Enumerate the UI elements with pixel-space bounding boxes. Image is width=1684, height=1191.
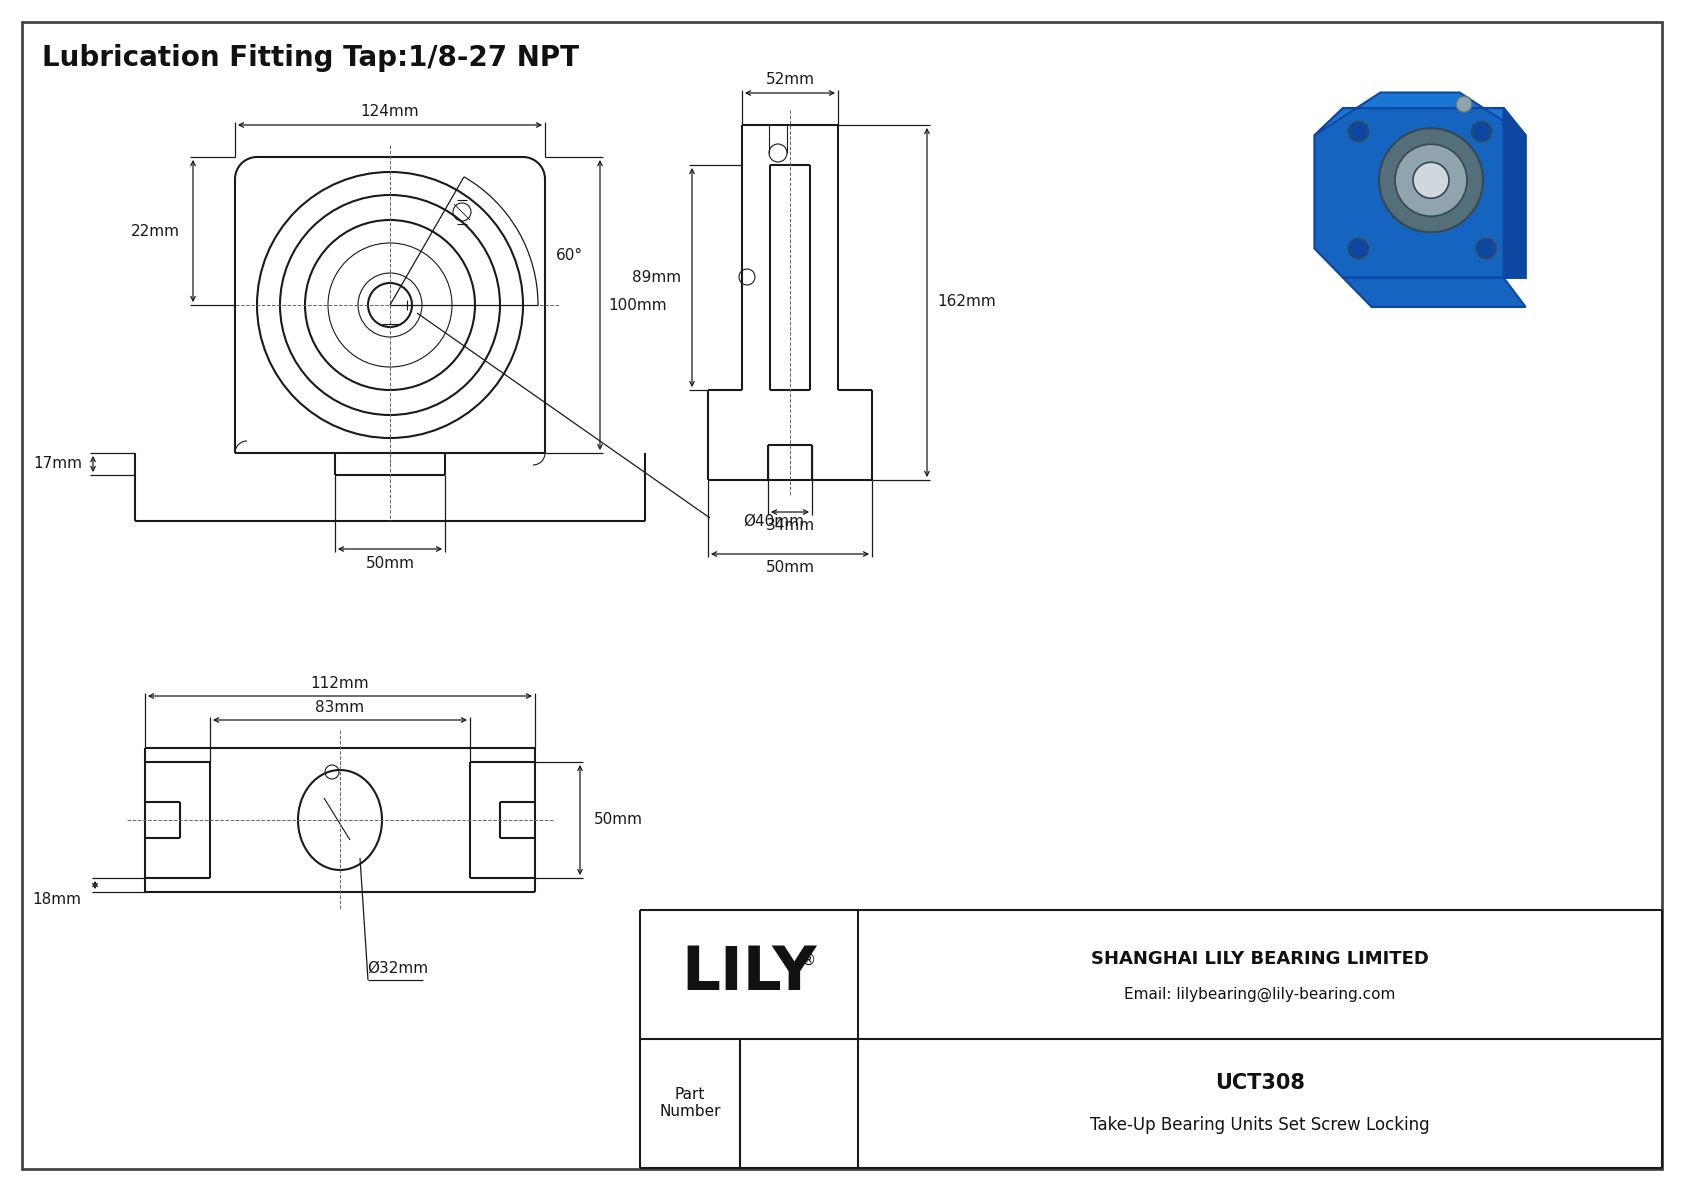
Circle shape <box>1394 144 1467 217</box>
Polygon shape <box>1504 108 1526 278</box>
Text: 18mm: 18mm <box>32 892 81 908</box>
Text: 60°: 60° <box>556 248 583 262</box>
Text: Take-Up Bearing Units Set Screw Locking: Take-Up Bearing Units Set Screw Locking <box>1090 1116 1430 1134</box>
Polygon shape <box>1315 108 1526 278</box>
Text: Part
Number: Part Number <box>658 1087 721 1120</box>
Text: 124mm: 124mm <box>360 105 419 119</box>
Text: SHANGHAI LILY BEARING LIMITED: SHANGHAI LILY BEARING LIMITED <box>1091 950 1430 968</box>
Circle shape <box>1457 96 1472 112</box>
Text: 50mm: 50mm <box>593 812 643 828</box>
Text: Ø32mm: Ø32mm <box>367 960 428 975</box>
Text: 89mm: 89mm <box>633 269 682 285</box>
Circle shape <box>1379 129 1484 232</box>
Text: 22mm: 22mm <box>130 224 180 238</box>
Text: 162mm: 162mm <box>938 294 997 310</box>
Circle shape <box>1349 121 1369 142</box>
Text: 100mm: 100mm <box>608 298 667 312</box>
Text: 52mm: 52mm <box>766 73 815 87</box>
Text: ®: ® <box>802 953 817 967</box>
Text: 50mm: 50mm <box>766 561 815 575</box>
Text: Lubrication Fitting Tap:1/8-27 NPT: Lubrication Fitting Tap:1/8-27 NPT <box>42 44 579 71</box>
Text: 17mm: 17mm <box>34 456 83 472</box>
Text: 34mm: 34mm <box>766 518 815 534</box>
Text: UCT308: UCT308 <box>1216 1073 1305 1093</box>
Text: LILY: LILY <box>682 944 817 1004</box>
Text: Ø40mm: Ø40mm <box>743 513 803 529</box>
Polygon shape <box>1344 278 1526 307</box>
Text: 50mm: 50mm <box>365 555 414 570</box>
Circle shape <box>1475 238 1495 258</box>
Text: Email: lilybearing@lily-bearing.com: Email: lilybearing@lily-bearing.com <box>1125 986 1396 1002</box>
Polygon shape <box>1315 93 1526 136</box>
Circle shape <box>1413 162 1448 198</box>
Circle shape <box>1349 238 1369 258</box>
Circle shape <box>1472 121 1492 142</box>
Text: 112mm: 112mm <box>310 675 369 691</box>
Text: 83mm: 83mm <box>315 699 364 715</box>
